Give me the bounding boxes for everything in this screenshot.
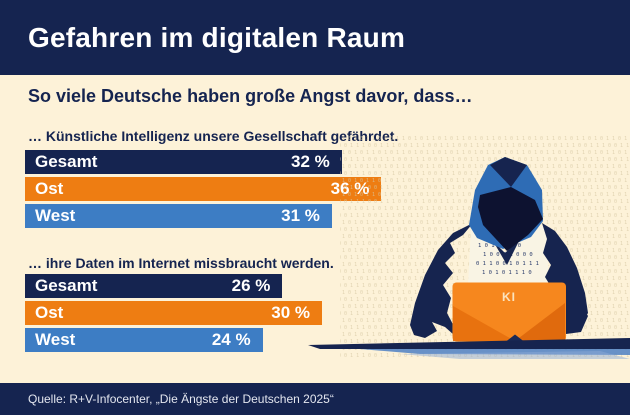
bar-gesamt: Gesamt 26 % (25, 274, 283, 298)
subtitle: So viele Deutsche haben große Angst davo… (28, 86, 473, 106)
bar-category-label: Ost (35, 303, 64, 322)
bar-value-label: 24 % (211, 330, 251, 349)
bar-category-label: West (35, 206, 76, 225)
hacker-face (478, 187, 543, 251)
chart1-title: … Künstliche Intelligenz unsere Gesellsc… (28, 128, 399, 144)
desk (308, 338, 630, 349)
hood-shadow-facet (490, 157, 527, 187)
bar-value-label: 31 % (281, 206, 320, 225)
chart2-bars: Gesamt 26 % Ost 30 % West 24 % (25, 274, 322, 355)
desk-shadow-soft (400, 351, 630, 359)
bar-category-label: West (35, 330, 76, 349)
laptop: KI (452, 282, 566, 342)
hacker-illustration: 0 1 1 0 1 0 0 1 1 0 0 1 1 0 1 0 1 0 1 1 … (308, 135, 630, 359)
source-text: Quelle: R+V-Infocenter, „Die Ängste der … (28, 392, 334, 406)
page-title: Gefahren im digitalen Raum (28, 21, 406, 53)
footer-band: Quelle: R+V-Infocenter, „Die Ängste der … (0, 383, 630, 415)
bar-ost: Ost 30 % (25, 301, 322, 325)
chart2-title: … ihre Daten im Internet missbraucht wer… (28, 255, 334, 271)
bar-category-label: Gesamt (35, 152, 98, 171)
bar-category-label: Gesamt (35, 276, 98, 295)
bar-west: West 24 % (25, 328, 263, 352)
svg-text:1 0 1 0 1 1 1 0: 1 0 1 0 1 1 1 0 (482, 270, 532, 276)
bar-value-label: 30 % (271, 303, 310, 322)
bar-west: West 31 % (25, 204, 332, 228)
header-band: Gefahren im digitalen Raum (0, 0, 630, 75)
bar-value-label: 26 % (231, 276, 271, 295)
bar-category-label: Ost (35, 179, 64, 198)
bar-value-label: 32 % (291, 152, 330, 171)
laptop-label: KI (502, 290, 516, 304)
bar-gesamt: Gesamt 32 % (25, 150, 342, 174)
hacker-left-arm (410, 223, 473, 338)
